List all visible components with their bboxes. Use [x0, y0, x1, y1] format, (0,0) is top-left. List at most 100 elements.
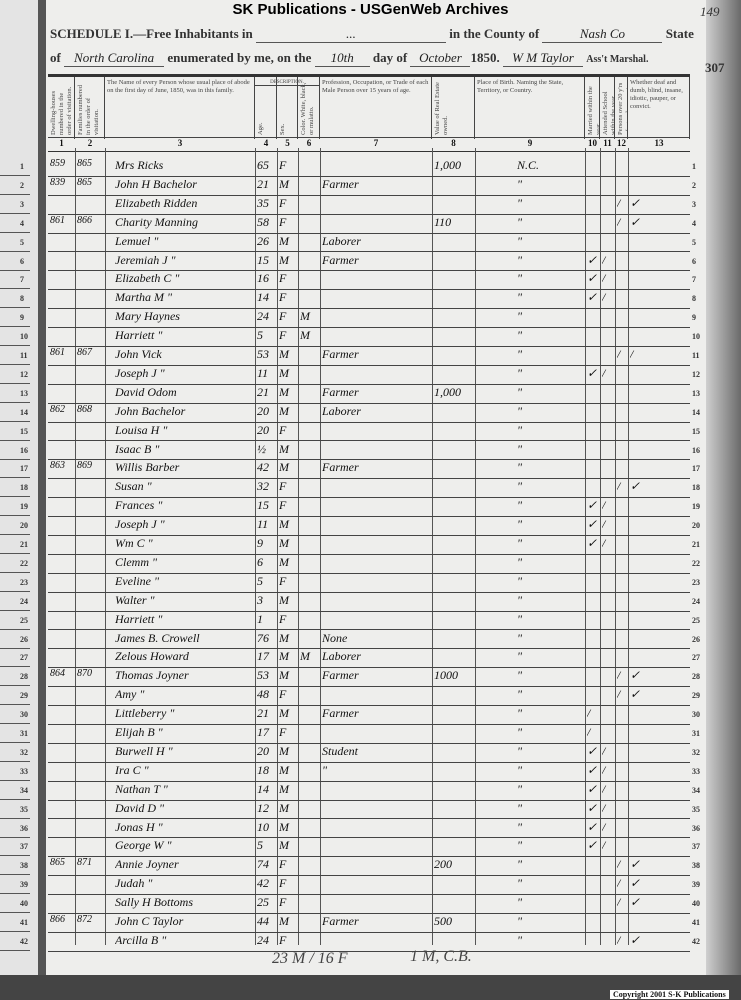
- column-header-7: Profession, Occupation, or Trade of each…: [320, 77, 432, 139]
- line-number-right: 26: [692, 634, 700, 644]
- line-number-right: 22: [692, 558, 700, 568]
- cell-sex: F: [279, 498, 287, 513]
- cell-married: ✓: [587, 536, 598, 550]
- description-group-label: DESCRIPTION.: [255, 77, 320, 86]
- cell-birth: ": [517, 403, 523, 418]
- cell-age: 9: [257, 536, 263, 550]
- cell-name: Arcilla B ": [115, 932, 167, 947]
- facing-page-rule: [0, 817, 30, 819]
- county-field: Nash Co: [542, 26, 663, 43]
- table-row: 861 867 John Vick 53 M Farmer " / /: [48, 346, 690, 366]
- table-header: Dwelling-houses numbered in the order of…: [48, 74, 690, 152]
- facing-page-rule: [0, 893, 30, 895]
- county-label: in the County of: [449, 26, 540, 41]
- cell-occ: None: [322, 630, 348, 645]
- cell-occ: Laborer: [322, 403, 361, 418]
- cell-sex: F: [279, 876, 287, 891]
- line-number-left: 4: [20, 218, 24, 228]
- line-number-left: 15: [20, 426, 28, 436]
- cell-sex: M: [279, 536, 289, 550]
- cell-birth: ": [517, 838, 523, 853]
- cell-sex: M: [279, 649, 289, 664]
- cell-sex: F: [279, 290, 287, 305]
- page-number-right: 307: [705, 60, 725, 75]
- schedule-line-1: SCHEDULE I.—Free Inhabitants in ... in t…: [50, 26, 694, 43]
- cell-read: /: [617, 876, 621, 891]
- column-divider: [585, 148, 586, 945]
- column-header-text: Attended School within the year.: [602, 91, 615, 135]
- cell-name: Martha M ": [115, 290, 173, 305]
- state-field: North Carolina: [64, 50, 165, 67]
- facing-page-rule: [0, 742, 30, 743]
- cell-age: 32: [257, 479, 269, 494]
- line-number-left: 24: [20, 596, 28, 606]
- cell-birth: ": [517, 365, 523, 380]
- cell-occ: ": [322, 762, 328, 777]
- table-row: 866 872 John C Taylor 44 M Farmer 500 ": [48, 913, 690, 933]
- cell-sex: F: [279, 271, 287, 286]
- table-row: 859 865 Mrs Ricks 65 F 1,000 N.C.: [48, 157, 690, 177]
- facing-page-rule: [0, 760, 30, 762]
- cell-read: /: [617, 668, 621, 683]
- line-number-left: 27: [20, 653, 28, 663]
- cell-age: 53: [257, 347, 269, 361]
- cell-birth: ": [517, 290, 523, 305]
- table-row: David D " 12 M " ✓ /: [48, 800, 690, 820]
- column-divider: [615, 148, 616, 945]
- facing-page-rule: [0, 269, 30, 271]
- column-divider: [432, 148, 433, 945]
- cell-read: /: [617, 195, 621, 210]
- line-number-right: 19: [692, 502, 700, 512]
- column-number: 5: [285, 138, 290, 148]
- column-divider: [600, 148, 601, 945]
- line-number-right: 3: [692, 199, 696, 209]
- cell-age: 17: [257, 725, 269, 739]
- cell-age: 65: [257, 158, 269, 172]
- cell-age: 76: [257, 630, 269, 645]
- cell-name: Annie Joyner: [115, 857, 179, 872]
- cell-school: /: [602, 762, 606, 777]
- column-header-9: Place of Birth. Naming the State, Territ…: [475, 77, 585, 139]
- cell-sex: M: [279, 176, 289, 191]
- cell-name: George W ": [115, 838, 172, 853]
- cell-age: 24: [257, 309, 269, 324]
- cell-name: Susan ": [115, 479, 152, 494]
- facing-page-rule: [0, 401, 30, 403]
- column-header-10: Married within the year.: [585, 77, 600, 139]
- column-header-text: Place of Birth. Naming the State, Territ…: [477, 79, 564, 94]
- facing-page-rule: [0, 874, 30, 876]
- year: 1850.: [470, 50, 500, 65]
- line-number-left: 13: [20, 388, 28, 398]
- table-row: Harriett " 1 F ": [48, 611, 690, 631]
- schedule-title: SCHEDULE I.—Free Inhabitants in: [50, 26, 253, 41]
- cell-deaf: ✓: [630, 479, 641, 494]
- cell-school: /: [602, 290, 606, 305]
- cell-read: /: [617, 347, 621, 361]
- cell-occ: Student: [322, 743, 358, 758]
- cell-name: Harriett ": [115, 328, 163, 343]
- cell-married: /: [587, 725, 591, 739]
- archive-banner: SK Publications - USGenWeb Archives: [232, 1, 509, 18]
- cell-school: /: [602, 365, 606, 380]
- cell-sex: M: [279, 762, 289, 777]
- cell-value: 110: [434, 214, 452, 229]
- column-header-6: Color. White, black, or mulatto.: [298, 77, 320, 139]
- cell-birth: ": [517, 347, 523, 361]
- tally-right: 1 M, C.B.: [410, 948, 472, 965]
- column-divider: [475, 148, 476, 945]
- cell-sex: M: [279, 347, 289, 361]
- facing-page-rule: [0, 420, 30, 422]
- cell-name: Jonas H ": [115, 819, 163, 834]
- table-row: Isaac B " ½ M ": [48, 441, 690, 461]
- line-number-left: 23: [20, 577, 28, 587]
- cell-occ: Farmer: [322, 384, 359, 399]
- cell-age: 21: [257, 706, 269, 721]
- cell-birth: ": [517, 743, 523, 758]
- cell-school: /: [602, 252, 606, 267]
- line-number-right: 33: [692, 766, 700, 776]
- column-divider: [628, 148, 629, 945]
- cell-sex: F: [279, 725, 287, 739]
- line-number-right: 30: [692, 710, 700, 720]
- line-number-left: 10: [20, 332, 28, 342]
- facing-page-rule: [0, 515, 30, 517]
